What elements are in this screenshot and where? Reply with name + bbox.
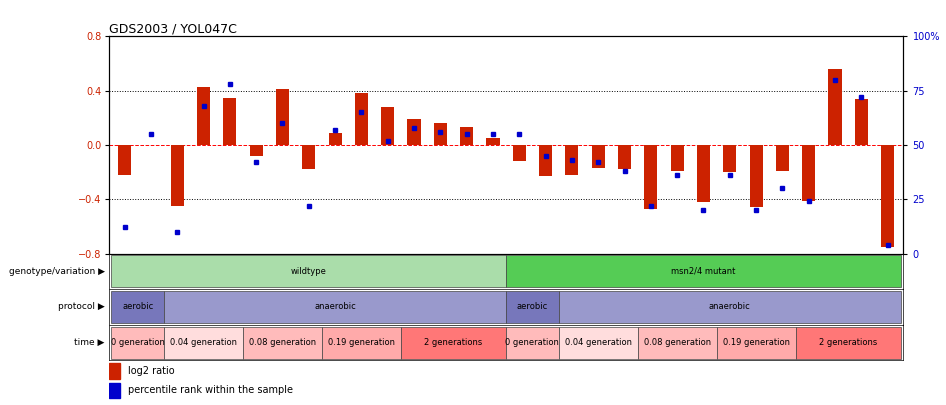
Text: anaerobic: anaerobic bbox=[314, 303, 356, 311]
Bar bbox=[401, 326, 506, 359]
Bar bbox=[164, 326, 243, 359]
Bar bbox=[638, 326, 717, 359]
Bar bbox=[486, 138, 499, 145]
Bar bbox=[381, 107, 394, 145]
Text: wildtype: wildtype bbox=[290, 267, 326, 276]
Bar bbox=[355, 94, 368, 145]
Bar bbox=[243, 326, 322, 359]
Bar bbox=[460, 127, 473, 145]
Bar bbox=[749, 145, 762, 207]
Text: 0.08 generation: 0.08 generation bbox=[249, 338, 316, 347]
Bar bbox=[506, 291, 559, 323]
Text: 0.04 generation: 0.04 generation bbox=[565, 338, 632, 347]
Bar bbox=[170, 145, 184, 206]
Text: 0 generation: 0 generation bbox=[505, 338, 559, 347]
Bar bbox=[506, 255, 901, 288]
Bar bbox=[539, 145, 552, 176]
Bar bbox=[434, 123, 447, 145]
Bar bbox=[697, 145, 710, 202]
Bar bbox=[881, 145, 894, 247]
Bar bbox=[164, 291, 506, 323]
Bar bbox=[118, 145, 131, 175]
Text: 2 generations: 2 generations bbox=[425, 338, 482, 347]
Text: aerobic: aerobic bbox=[517, 303, 548, 311]
Bar bbox=[618, 145, 631, 169]
Bar bbox=[591, 145, 604, 168]
Bar bbox=[723, 145, 736, 172]
Text: GDS2003 / YOL047C: GDS2003 / YOL047C bbox=[109, 22, 236, 35]
Text: 0.19 generation: 0.19 generation bbox=[328, 338, 394, 347]
Bar bbox=[276, 90, 289, 145]
Text: log2 ratio: log2 ratio bbox=[128, 366, 174, 376]
Bar bbox=[112, 326, 164, 359]
Bar bbox=[322, 326, 401, 359]
Text: 0.08 generation: 0.08 generation bbox=[643, 338, 710, 347]
Text: 0 generation: 0 generation bbox=[111, 338, 165, 347]
Bar bbox=[506, 326, 559, 359]
Text: aerobic: aerobic bbox=[122, 303, 153, 311]
Bar bbox=[197, 87, 210, 145]
Bar bbox=[250, 145, 263, 156]
Bar bbox=[717, 326, 796, 359]
Bar bbox=[644, 145, 657, 209]
Bar bbox=[559, 291, 901, 323]
Text: genotype/variation ▶: genotype/variation ▶ bbox=[9, 267, 105, 276]
Text: msn2/4 mutant: msn2/4 mutant bbox=[672, 267, 736, 276]
Bar bbox=[796, 326, 901, 359]
Bar bbox=[513, 145, 526, 161]
Bar bbox=[112, 255, 506, 288]
Bar bbox=[223, 98, 236, 145]
Bar bbox=[566, 145, 578, 175]
Bar bbox=[302, 145, 315, 169]
Text: 0.19 generation: 0.19 generation bbox=[723, 338, 790, 347]
Bar bbox=[109, 363, 120, 379]
Bar bbox=[855, 99, 867, 145]
Bar bbox=[776, 145, 789, 171]
Text: anaerobic: anaerobic bbox=[709, 303, 750, 311]
Bar bbox=[829, 69, 842, 145]
Bar bbox=[112, 291, 164, 323]
Text: percentile rank within the sample: percentile rank within the sample bbox=[128, 386, 292, 395]
Bar bbox=[328, 133, 342, 145]
Bar bbox=[559, 326, 638, 359]
Text: 2 generations: 2 generations bbox=[819, 338, 877, 347]
Bar bbox=[802, 145, 815, 200]
Text: 0.04 generation: 0.04 generation bbox=[170, 338, 237, 347]
Text: protocol ▶: protocol ▶ bbox=[58, 303, 105, 311]
Bar bbox=[408, 119, 421, 145]
Bar bbox=[671, 145, 684, 171]
Text: time ▶: time ▶ bbox=[75, 338, 105, 347]
Bar bbox=[109, 383, 120, 398]
